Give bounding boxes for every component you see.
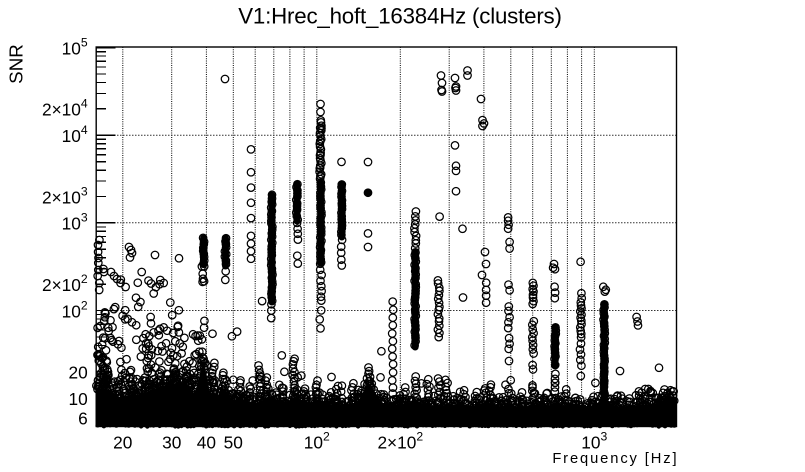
svg-text:SNR: SNR <box>5 44 26 84</box>
svg-text:40: 40 <box>197 432 216 452</box>
svg-text:10: 10 <box>68 389 87 409</box>
svg-text:Frequency [Hz]: Frequency [Hz] <box>552 451 678 467</box>
svg-text:V1:Hrec_hoft_16384Hz (clusters: V1:Hrec_hoft_16384Hz (clusters) <box>238 3 561 28</box>
svg-text:30: 30 <box>162 432 181 452</box>
svg-text:2×102: 2×102 <box>377 429 423 452</box>
svg-text:20: 20 <box>68 363 87 383</box>
svg-text:2×102: 2×102 <box>42 272 88 295</box>
svg-text:6: 6 <box>78 409 88 429</box>
svg-text:20: 20 <box>113 432 132 452</box>
svg-text:2×103: 2×103 <box>42 184 88 207</box>
svg-text:50: 50 <box>224 432 243 452</box>
svg-text:2×104: 2×104 <box>42 97 88 120</box>
